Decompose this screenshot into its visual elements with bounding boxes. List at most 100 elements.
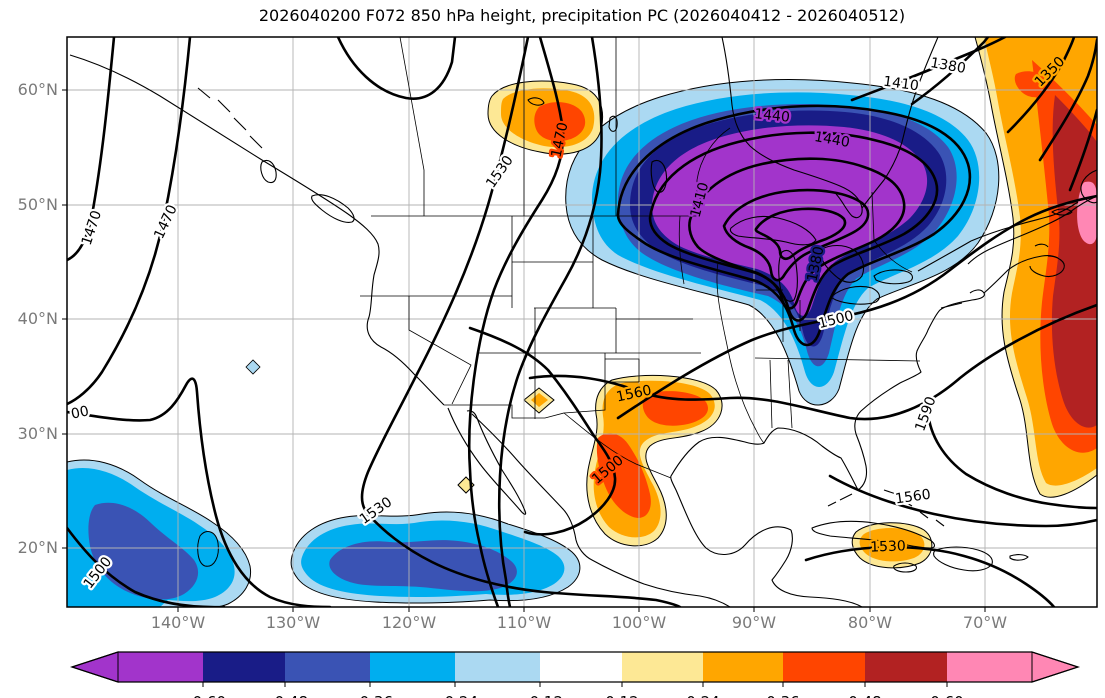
contour-label: 1530 (483, 153, 517, 191)
map-area: 1470 147000150015301470153015601500144014… (67, 37, 1097, 607)
coastline (771, 529, 863, 607)
colorbar-segment (947, 652, 1032, 682)
coastline (893, 562, 918, 573)
shading-texas-red-sw (596, 433, 651, 518)
coastline (883, 489, 945, 527)
height-contour (336, 37, 457, 100)
colorbar-tick-label: −0.48 (262, 693, 308, 698)
coastline (260, 159, 277, 184)
colorbar-tick-label: −0.24 (432, 693, 478, 698)
height-contour (910, 37, 990, 106)
coastline (608, 115, 618, 132)
coastline (827, 493, 853, 507)
colorbar-tick-label: −0.12 (517, 693, 563, 698)
coastline (527, 97, 545, 106)
border-line (787, 359, 793, 429)
x-tick-label: 90°W (732, 613, 776, 632)
height-contour (828, 474, 1097, 528)
colorbar-tick-label: −0.36 (347, 693, 393, 698)
shading-tiny-diamond-lightblue (245, 359, 261, 375)
shading-atlantic-darkred (1051, 95, 1097, 428)
coastline (940, 302, 963, 309)
colorbar-left-arrow (70, 651, 119, 683)
contour-label: 1590 (912, 395, 939, 434)
contour-label: 1530 (870, 538, 906, 555)
y-tick-label: 30°N (18, 424, 58, 443)
height-contour (804, 545, 1056, 607)
x-tick-label: 120°W (382, 613, 437, 632)
height-contour (468, 326, 617, 536)
coastline (721, 37, 863, 219)
colorbar-segment (285, 652, 370, 682)
border-line (716, 261, 765, 444)
colorbar-tick-label: −0.60 (180, 693, 226, 698)
colorbar-segment (703, 652, 783, 682)
height-contour (850, 37, 1007, 102)
height-contour (754, 207, 847, 261)
border-line (444, 404, 672, 479)
coastline (650, 159, 668, 193)
height-contour (497, 37, 603, 607)
coastline (873, 269, 914, 285)
coastline (933, 546, 993, 572)
height-contour (688, 157, 906, 310)
coastline (311, 194, 355, 223)
border-line (408, 296, 472, 405)
coastline (861, 37, 939, 209)
colorbar-tick-label: 0.24 (686, 693, 719, 698)
colorbar-segment (540, 652, 622, 682)
contour-label: 1560 (894, 487, 932, 508)
coastline (967, 195, 1097, 265)
colorbar-right-arrow (1031, 651, 1080, 683)
coastline (1029, 255, 1065, 278)
shading-atlantic-red-spot (1014, 71, 1049, 98)
coastline (811, 520, 936, 549)
x-tick-label: 140°W (151, 613, 206, 632)
coastline (819, 244, 865, 283)
colorbar-outline (70, 651, 1080, 683)
y-tick-label: 60°N (18, 80, 58, 99)
coastline (447, 407, 527, 515)
border-line (399, 37, 425, 216)
coastline (471, 413, 731, 607)
shading-pacsw-spot (197, 531, 219, 567)
y-tick-label: 50°N (18, 195, 58, 214)
contour-label: 1380 (929, 55, 967, 77)
coastline (1034, 243, 1049, 248)
coastline (1009, 554, 1029, 561)
coastline (854, 289, 985, 491)
contour-label: 00 (70, 403, 91, 422)
y-tick-label: 40°N (18, 309, 58, 328)
height-contour (648, 131, 939, 322)
y-tick-label: 20°N (18, 538, 58, 557)
colorbar-segment (118, 652, 203, 682)
x-tick-label: 70°W (963, 613, 1007, 632)
x-tick-label: 110°W (497, 613, 552, 632)
shading-pacsw-blue (88, 502, 199, 600)
border-line (769, 359, 773, 429)
shading-central-purple (652, 125, 928, 316)
coastline (917, 240, 972, 272)
colorbar-segment (203, 652, 285, 682)
colorbar-segment (455, 652, 540, 682)
coastline (197, 87, 263, 149)
coastline (830, 285, 881, 305)
contour-label: 1470 (151, 202, 181, 241)
coastline (1080, 169, 1097, 204)
x-tick-label: 130°W (266, 613, 321, 632)
colorbar-tick-label: 0.48 (848, 693, 881, 698)
height-contour (67, 37, 192, 406)
height-contour (528, 303, 1097, 421)
colorbar-tick-label: 0.36 (766, 693, 799, 698)
colorbar-segment (622, 652, 703, 682)
coastline (1051, 208, 1073, 216)
colorbar-segment (865, 652, 947, 682)
border-line (605, 358, 640, 382)
height-contour (467, 37, 565, 607)
coastline (69, 54, 445, 406)
colorbar-tick-label: 0.12 (605, 693, 638, 698)
height-contour (926, 410, 1097, 510)
colorbar-segment (783, 652, 865, 682)
shading-cuba-orange (859, 528, 925, 562)
